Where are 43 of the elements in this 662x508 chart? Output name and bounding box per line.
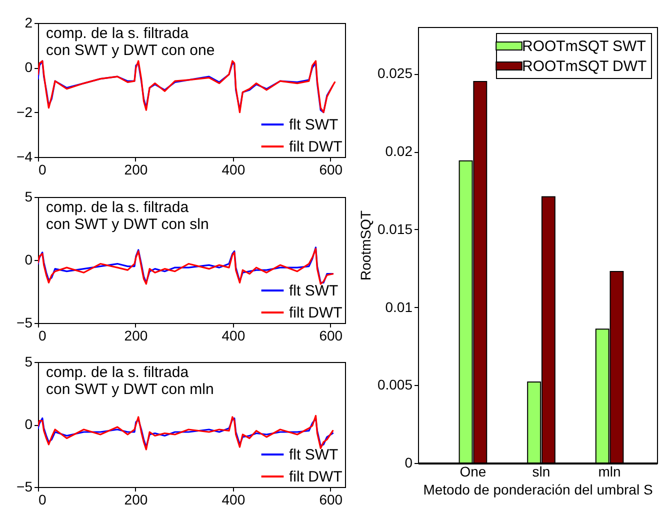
y-tick-label: −4 [16, 148, 33, 164]
x-tick-label: 600 [319, 492, 343, 508]
y-tick-label: 0.025 [377, 65, 413, 82]
x-tick-label: 400 [222, 162, 246, 178]
x-tick-label: 0 [38, 162, 46, 178]
x-tick-label: 200 [124, 492, 148, 508]
y-tick-label: 5 [24, 354, 33, 370]
y-tick-label: −2 [16, 104, 33, 120]
x-tick-label: 200 [124, 328, 148, 344]
x-tick-label: 600 [319, 328, 343, 344]
legend-label: flt SWT [289, 282, 338, 300]
y-tick-label: 0 [24, 416, 33, 432]
x-axis-title: Metodo de ponderación del umbral S [423, 482, 653, 498]
x-tick-label: 0 [38, 328, 46, 344]
y-tick-label: 0.015 [377, 220, 413, 237]
y-tick-label: 0 [24, 59, 33, 76]
legend-label: filt DWT [289, 304, 342, 322]
x-tick-label: 400 [222, 492, 246, 508]
x-tick-label: 400 [222, 328, 246, 344]
y-tick-label: −5 [16, 478, 33, 494]
y-tick-label: 0.02 [385, 143, 413, 160]
legend-label: filt DWT [289, 138, 342, 156]
text: comp. de la s. filtrada con SWT y DWT con sln [46, 199, 209, 233]
text: comp. de la s. filtrada con SWT y DWT con one [46, 25, 215, 59]
legend-label: filt DWT [289, 468, 342, 486]
y-tick-label: 0.005 [377, 376, 413, 393]
x-tick-label: 0 [38, 492, 46, 508]
x-tick-label: 600 [319, 162, 343, 178]
legend-label: ROOTmSQT DWT [522, 58, 647, 75]
y-tick-label: −5 [16, 314, 33, 330]
text: comp. de la s. filtrada con SWT y DWT con mln [46, 364, 214, 398]
legend-label: flt SWT [289, 446, 338, 464]
x-tick-label: mln [598, 464, 621, 480]
y-tick-label: 2 [24, 14, 33, 30]
x-tick-label: 200 [124, 162, 148, 178]
x-tick-label: One [460, 464, 486, 480]
y-tick-label: 0 [24, 252, 33, 268]
y-tick-label: 5 [24, 188, 33, 204]
x-tick-label: sln [532, 464, 550, 480]
legend-label: flt SWT [289, 116, 338, 134]
y-tick-label: 0.01 [385, 298, 413, 315]
y-axis-title: RootmSQT [357, 210, 374, 281]
legend-label: ROOTmSQT SWT [522, 38, 646, 55]
